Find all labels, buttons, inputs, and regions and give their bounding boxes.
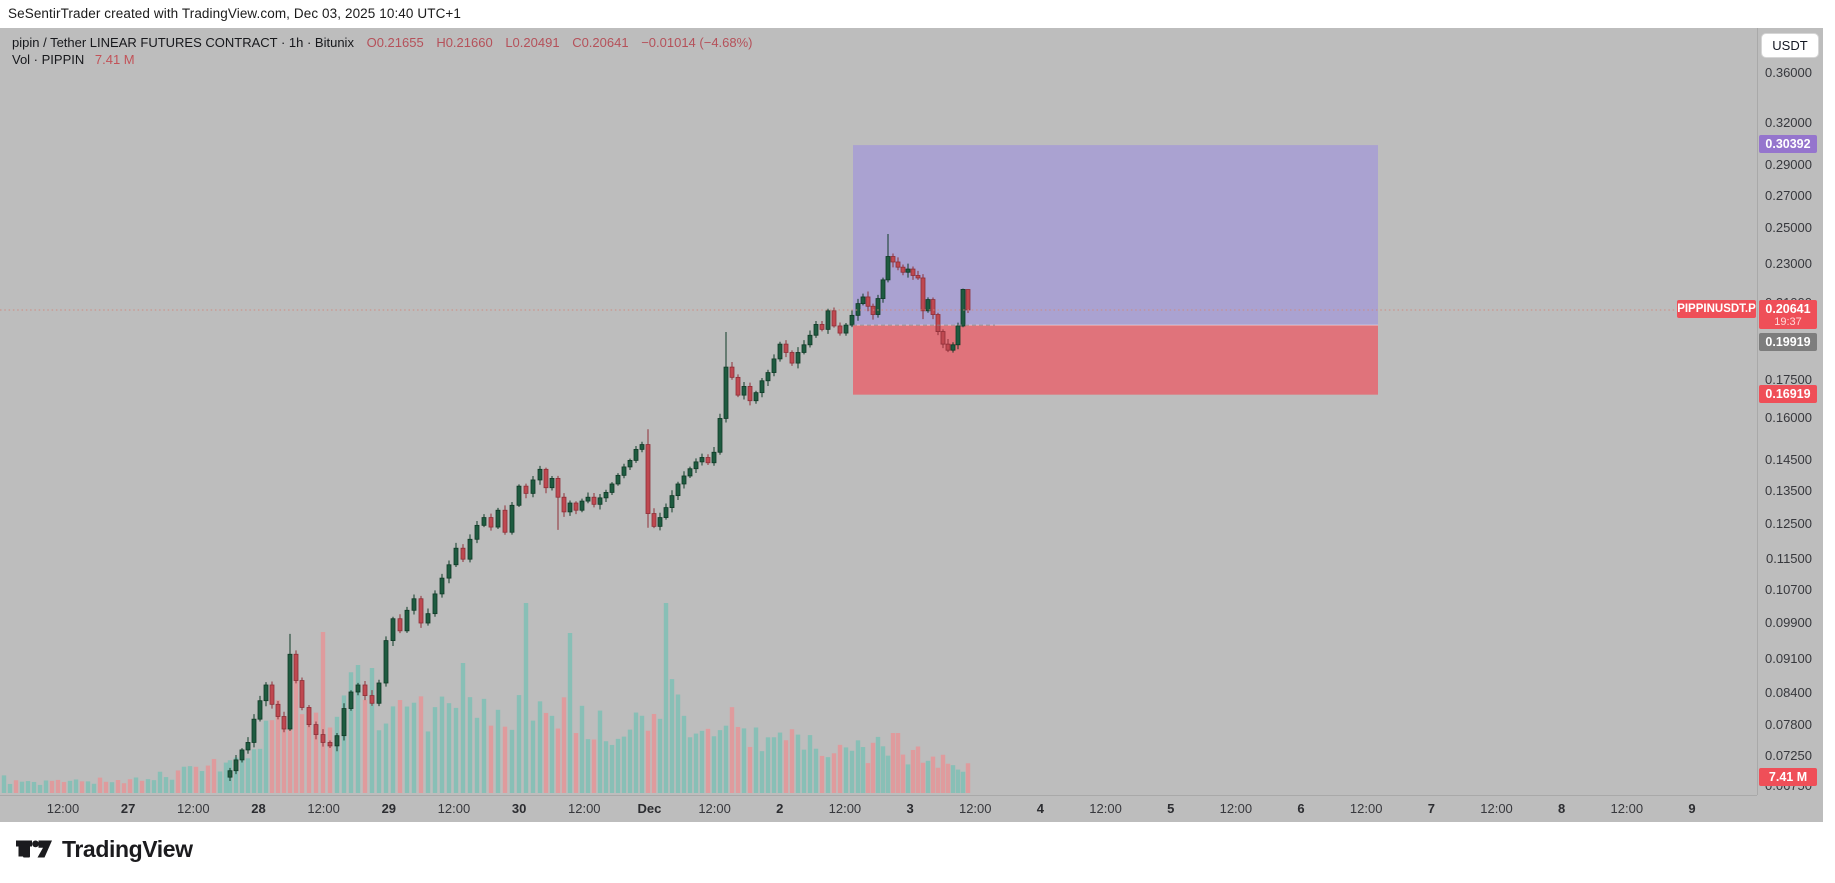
time-tick: 12:00	[698, 801, 731, 816]
time-tick: 29	[381, 801, 397, 816]
bar-countdown: 19:37	[1774, 315, 1802, 328]
price-tick: 0.08400	[1765, 685, 1812, 701]
legend-volume-value: 7.41 M	[94, 52, 135, 67]
volume-bars	[1, 603, 971, 793]
price-chart-canvas[interactable]	[0, 28, 1823, 822]
time-tick: 7	[1427, 801, 1435, 816]
time-tick: 12:00	[828, 801, 862, 816]
legend-high: H0.21660	[436, 35, 493, 50]
price-tick: 0.10700	[1765, 581, 1812, 597]
time-tick: 30	[511, 801, 527, 816]
entry-price-badge: 0.19919	[1759, 332, 1817, 351]
time-tick: 12:00	[567, 801, 601, 816]
time-axis-divider	[0, 795, 1757, 796]
time-tick: 9	[1688, 801, 1696, 816]
legend-symbol[interactable]: pipin / Tether LINEAR FUTURES CONTRACT ·…	[12, 35, 354, 50]
price-tick: 0.07800	[1765, 716, 1812, 732]
price-tick: 0.13500	[1765, 482, 1812, 498]
price-tick: 0.09100	[1765, 650, 1812, 666]
price-tick: 0.29000	[1765, 157, 1812, 173]
price-tick: 0.23000	[1765, 255, 1812, 271]
legend-volume-row: Vol · PIPPIN 7.41 M	[12, 51, 753, 68]
price-axis-divider	[1757, 28, 1758, 795]
stop-price-badge: 0.16919	[1759, 384, 1817, 403]
time-tick: 12:00	[1349, 801, 1383, 816]
time-tick: 12:00	[307, 801, 340, 816]
price-tick: 0.25000	[1765, 220, 1812, 236]
tradingview-logo-link[interactable]: TradingView	[14, 836, 193, 863]
volume-value-badge: 7.41 M	[1759, 768, 1817, 786]
chart-legend: pipin / Tether LINEAR FUTURES CONTRACT ·…	[12, 34, 753, 68]
time-tick: 4	[1036, 801, 1045, 816]
tradingview-logo-text: TradingView	[62, 836, 193, 862]
price-tick: 0.32000	[1765, 115, 1812, 131]
time-tick: 12:00	[1089, 801, 1122, 816]
attribution-strip: SeSentirTrader created with TradingView.…	[0, 0, 1835, 28]
time-tick: 27	[120, 801, 136, 816]
currency-toggle-button[interactable]: USDT	[1761, 33, 1819, 58]
time-tick: 3	[906, 801, 914, 816]
price-tick: 0.16000	[1765, 410, 1812, 426]
time-tick: 12:00	[46, 801, 80, 816]
chart-area[interactable]: pipin / Tether LINEAR FUTURES CONTRACT ·…	[0, 28, 1823, 822]
current-price-value: 0.20641	[1765, 301, 1811, 316]
legend-close: C0.20641	[572, 35, 629, 50]
price-tick: 0.27000	[1765, 187, 1812, 203]
legend-open: O0.21655	[366, 35, 424, 50]
time-tick: 2	[776, 801, 784, 816]
price-tick: 0.17500	[1765, 372, 1812, 388]
legend-symbol-row: pipin / Tether LINEAR FUTURES CONTRACT ·…	[12, 34, 753, 51]
long-position-tool[interactable]	[853, 145, 1378, 395]
time-tick: 6	[1297, 801, 1305, 816]
price-tick: 0.11500	[1765, 551, 1812, 567]
price-tick: 0.12500	[1765, 515, 1812, 531]
tradingview-logo-icon	[16, 840, 52, 858]
candlesticks	[227, 233, 971, 781]
footer-strip: TradingView	[0, 822, 1835, 883]
price-line-symbol-badge: PIPPINUSDT.P	[1677, 300, 1756, 319]
time-tick: 12:00	[958, 801, 992, 816]
price-lines	[0, 309, 1757, 326]
time-tick: 8	[1558, 801, 1566, 816]
time-tick: 28	[251, 801, 266, 816]
time-tick: Dec	[637, 801, 662, 816]
legend-volume-label[interactable]: Vol · PIPPIN	[12, 52, 85, 67]
price-tick: 0.14500	[1765, 452, 1812, 468]
time-tick: 12:00	[1219, 801, 1253, 816]
legend-low: L0.20491	[505, 35, 560, 50]
price-tick: 0.09900	[1765, 615, 1812, 630]
price-tick: 0.07250	[1765, 747, 1812, 763]
time-tick: 5	[1167, 801, 1175, 816]
current-price-badge: 0.20641 19:37	[1759, 299, 1817, 329]
time-tick: 12:00	[1480, 801, 1513, 816]
price-tick: 0.36000	[1765, 64, 1812, 80]
time-tick: 12:00	[437, 801, 471, 816]
legend-change: −0.01014 (−4.68%)	[641, 35, 753, 50]
time-tick: 12:00	[1610, 801, 1644, 816]
attribution-text: SeSentirTrader created with TradingView.…	[8, 6, 462, 21]
target-price-badge: 0.30392	[1759, 135, 1817, 154]
time-tick: 12:00	[177, 801, 210, 816]
